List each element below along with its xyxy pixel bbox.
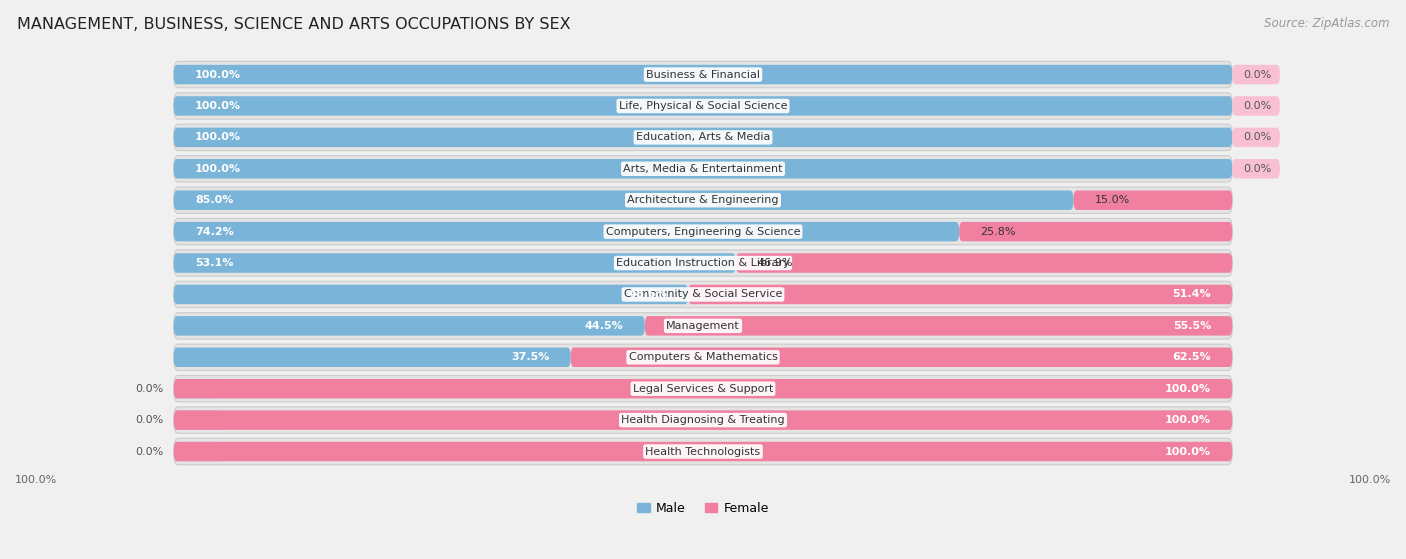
Text: 100.0%: 100.0% (1166, 447, 1211, 457)
Text: 0.0%: 0.0% (135, 415, 163, 425)
Text: 37.5%: 37.5% (512, 352, 550, 362)
FancyBboxPatch shape (1232, 127, 1279, 147)
Text: 0.0%: 0.0% (1243, 69, 1271, 79)
Text: Architecture & Engineering: Architecture & Engineering (627, 195, 779, 205)
FancyBboxPatch shape (1232, 96, 1279, 116)
Text: 100.0%: 100.0% (195, 69, 240, 79)
Text: Legal Services & Support: Legal Services & Support (633, 383, 773, 394)
Text: 0.0%: 0.0% (1243, 101, 1271, 111)
FancyBboxPatch shape (174, 376, 1232, 402)
Text: 0.0%: 0.0% (135, 383, 163, 394)
Text: 85.0%: 85.0% (195, 195, 233, 205)
Text: Business & Financial: Business & Financial (645, 69, 761, 79)
Text: 100.0%: 100.0% (195, 101, 240, 111)
Text: 51.4%: 51.4% (1173, 290, 1211, 300)
Text: 100.0%: 100.0% (1166, 415, 1211, 425)
Text: 100.0%: 100.0% (1348, 475, 1391, 485)
Text: Arts, Media & Entertainment: Arts, Media & Entertainment (623, 164, 783, 174)
FancyBboxPatch shape (1073, 191, 1232, 210)
Text: MANAGEMENT, BUSINESS, SCIENCE AND ARTS OCCUPATIONS BY SEX: MANAGEMENT, BUSINESS, SCIENCE AND ARTS O… (17, 17, 571, 32)
Text: 62.5%: 62.5% (1173, 352, 1211, 362)
Text: Education, Arts & Media: Education, Arts & Media (636, 132, 770, 143)
Text: 15.0%: 15.0% (1095, 195, 1130, 205)
Text: 55.5%: 55.5% (1173, 321, 1211, 331)
Text: 100.0%: 100.0% (195, 132, 240, 143)
FancyBboxPatch shape (174, 187, 1232, 214)
FancyBboxPatch shape (1232, 65, 1279, 84)
FancyBboxPatch shape (174, 191, 1073, 210)
FancyBboxPatch shape (174, 312, 1232, 339)
Text: Computers, Engineering & Science: Computers, Engineering & Science (606, 226, 800, 236)
Text: 74.2%: 74.2% (195, 226, 233, 236)
FancyBboxPatch shape (174, 442, 1232, 461)
FancyBboxPatch shape (174, 253, 735, 273)
FancyBboxPatch shape (174, 127, 1232, 147)
FancyBboxPatch shape (174, 281, 1232, 307)
FancyBboxPatch shape (174, 285, 688, 304)
Text: 100.0%: 100.0% (195, 164, 240, 174)
Text: Source: ZipAtlas.com: Source: ZipAtlas.com (1264, 17, 1389, 30)
FancyBboxPatch shape (174, 159, 1232, 178)
Text: Health Technologists: Health Technologists (645, 447, 761, 457)
FancyBboxPatch shape (174, 407, 1232, 433)
FancyBboxPatch shape (688, 285, 1232, 304)
FancyBboxPatch shape (174, 344, 1232, 371)
Text: 0.0%: 0.0% (1243, 132, 1271, 143)
Text: 44.5%: 44.5% (585, 321, 624, 331)
Text: 53.1%: 53.1% (195, 258, 233, 268)
FancyBboxPatch shape (174, 222, 959, 241)
FancyBboxPatch shape (174, 124, 1232, 150)
FancyBboxPatch shape (1232, 159, 1279, 178)
FancyBboxPatch shape (174, 93, 1232, 119)
Text: 25.8%: 25.8% (980, 226, 1015, 236)
FancyBboxPatch shape (174, 65, 1232, 84)
FancyBboxPatch shape (174, 348, 571, 367)
FancyBboxPatch shape (571, 348, 1232, 367)
Text: Management: Management (666, 321, 740, 331)
Text: Community & Social Service: Community & Social Service (624, 290, 782, 300)
FancyBboxPatch shape (735, 253, 1232, 273)
Text: 100.0%: 100.0% (1166, 383, 1211, 394)
Text: Health Diagnosing & Treating: Health Diagnosing & Treating (621, 415, 785, 425)
Text: 48.6%: 48.6% (628, 290, 666, 300)
FancyBboxPatch shape (645, 316, 1232, 335)
FancyBboxPatch shape (174, 442, 221, 461)
Text: Education Instruction & Library: Education Instruction & Library (616, 258, 790, 268)
FancyBboxPatch shape (174, 410, 221, 430)
Text: Life, Physical & Social Science: Life, Physical & Social Science (619, 101, 787, 111)
FancyBboxPatch shape (174, 410, 1232, 430)
Text: 0.0%: 0.0% (1243, 164, 1271, 174)
FancyBboxPatch shape (174, 155, 1232, 182)
FancyBboxPatch shape (174, 379, 1232, 399)
Text: 46.9%: 46.9% (756, 258, 793, 268)
FancyBboxPatch shape (174, 316, 645, 335)
FancyBboxPatch shape (174, 250, 1232, 276)
Text: Computers & Mathematics: Computers & Mathematics (628, 352, 778, 362)
Legend: Male, Female: Male, Female (633, 497, 773, 520)
FancyBboxPatch shape (174, 96, 1232, 116)
Text: 0.0%: 0.0% (135, 447, 163, 457)
FancyBboxPatch shape (174, 61, 1232, 88)
FancyBboxPatch shape (959, 222, 1232, 241)
Text: 100.0%: 100.0% (15, 475, 58, 485)
FancyBboxPatch shape (174, 438, 1232, 465)
FancyBboxPatch shape (174, 379, 221, 399)
FancyBboxPatch shape (174, 219, 1232, 245)
